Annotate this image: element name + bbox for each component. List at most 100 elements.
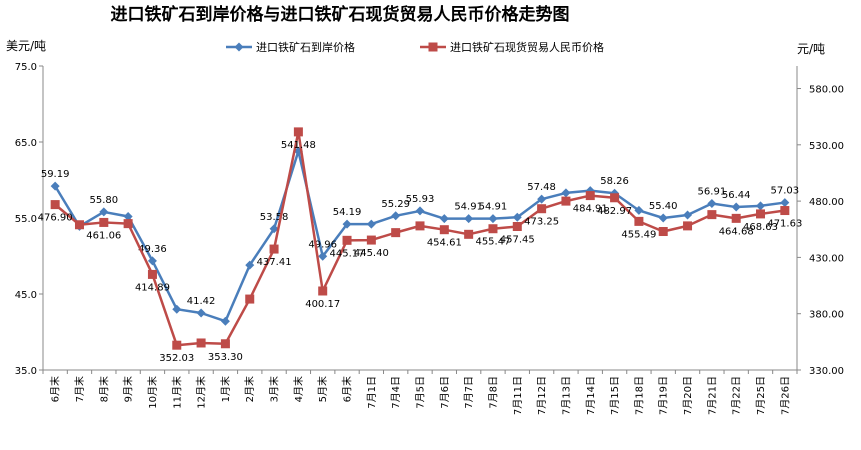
data-point-diamond [561, 188, 571, 198]
right-tick-label: 530.00 [809, 141, 844, 152]
data-label: 54.91 [479, 202, 508, 213]
x-category-label: 7月12日 [536, 376, 548, 415]
data-point-diamond [707, 198, 717, 208]
data-label: 57.48 [527, 182, 556, 193]
data-label: 353.30 [208, 352, 243, 363]
data-point-square [561, 196, 571, 206]
data-point-square [123, 219, 133, 229]
x-category-label: 9月末 [122, 376, 135, 402]
data-point-diamond [245, 260, 255, 270]
data-point-square [366, 235, 376, 245]
data-point-square [731, 213, 741, 223]
data-label: 414.89 [135, 282, 170, 293]
data-point-square [220, 339, 230, 349]
x-category-label: 7月19日 [658, 376, 670, 415]
x-category-label: 7月7日 [463, 376, 475, 409]
data-label: 56.44 [722, 190, 751, 201]
chart-title: 进口铁矿石到岸价格与进口铁矿石现货贸易人民币价格走势图 [111, 4, 570, 25]
x-category-label: 7月15日 [609, 376, 621, 415]
data-label: 468.63 [743, 222, 778, 233]
right-tick-label: 430.00 [809, 253, 844, 264]
data-point-diamond [756, 201, 766, 211]
data-label: 49.96 [308, 239, 337, 250]
x-category-label: 12月末 [195, 376, 208, 409]
data-label: 54.19 [333, 207, 362, 218]
data-label: 471.63 [767, 219, 802, 230]
data-point-square [707, 210, 717, 220]
x-category-label: 8月末 [97, 376, 110, 402]
data-point-diamond [439, 214, 449, 224]
right-tick-label: 480.00 [809, 197, 844, 208]
axes: 35.0 45.0 55.0 65.0 75.0 330.00 380.00 430.00 48… [15, 62, 844, 415]
data-point-diamond [366, 219, 376, 229]
x-category-label: 11月末 [170, 376, 183, 409]
data-point-square [780, 206, 790, 216]
data-label: 49.36 [138, 244, 167, 255]
data-point-square [147, 269, 157, 279]
data-point-square [537, 204, 547, 214]
data-point-square [391, 228, 401, 238]
data-point-diamond [99, 207, 109, 217]
data-label: 57.03 [771, 186, 800, 197]
data-point-diamond [50, 181, 60, 191]
data-point-square [172, 340, 182, 350]
data-point-diamond [269, 224, 279, 234]
series-line [54, 130, 786, 347]
data-point-diamond [196, 308, 206, 318]
legend-label: 进口铁矿石现货贸易人民币价格 [450, 40, 604, 54]
data-point-square [74, 220, 84, 230]
data-point-square [269, 244, 279, 254]
data-point-diamond [683, 210, 693, 220]
data-label: 54.91 [454, 202, 483, 213]
x-category-label: 7月18日 [633, 376, 645, 415]
data-point-diamond [391, 211, 401, 221]
x-category-label: 6月末 [49, 376, 62, 402]
data-label: 55.29 [381, 199, 410, 210]
x-category-label: 7月4日 [390, 376, 402, 409]
data-point-diamond [488, 214, 498, 224]
x-category-label: 7月20日 [682, 376, 694, 415]
data-label: 484.91 [573, 204, 608, 215]
data-point-square [512, 222, 522, 232]
data-point-square [196, 338, 206, 348]
data-label: 400.17 [305, 299, 340, 310]
data-label: 455.49 [621, 229, 656, 240]
data-point-square [342, 235, 352, 245]
data-point-diamond [658, 213, 668, 223]
data-label: 58.26 [600, 176, 629, 187]
data-label: 455.47 [475, 237, 510, 248]
data-point-square [245, 294, 255, 304]
x-category-label: 5月末 [316, 376, 329, 402]
x-category-label: 10月末 [146, 376, 159, 409]
data-point-diamond [318, 251, 328, 261]
data-point-square [415, 221, 425, 231]
data-point-diamond [780, 198, 790, 208]
data-label: 56.91 [698, 186, 727, 197]
data-label: 352.03 [159, 353, 194, 364]
left-tick-label: 65.0 [15, 138, 37, 149]
legend-diamond-swatch [234, 42, 244, 52]
data-point-diamond [147, 256, 157, 266]
data-point-diamond [172, 304, 182, 314]
data-point-diamond [415, 206, 425, 216]
data-point-square [293, 127, 303, 137]
data-label: 473.25 [524, 217, 559, 228]
left-tick-label: 55.0 [15, 214, 37, 225]
series-line [54, 149, 786, 323]
legend: 进口铁矿石到岸价格 进口铁矿石现货贸易人民币价格 [226, 40, 604, 54]
data-label: 457.45 [500, 235, 535, 246]
data-label: 53.58 [260, 212, 289, 223]
data-label: 461.06 [86, 230, 121, 241]
data-point-square [99, 217, 109, 227]
data-point-diamond [123, 211, 133, 221]
x-category-label: 4月末 [292, 376, 305, 402]
x-category-label: 7月22日 [731, 376, 743, 415]
data-point-diamond [634, 205, 644, 215]
plot-area: 59.19 55.80 49.36 41.42 53.58 49.96 54.19 55.29… [38, 127, 802, 364]
data-label: 464.68 [719, 226, 754, 237]
x-category-label: 7月13日 [560, 376, 572, 415]
x-category-label: 2月末 [243, 376, 256, 402]
x-category-label: 7月11日 [512, 376, 524, 415]
data-point-square [439, 225, 449, 235]
